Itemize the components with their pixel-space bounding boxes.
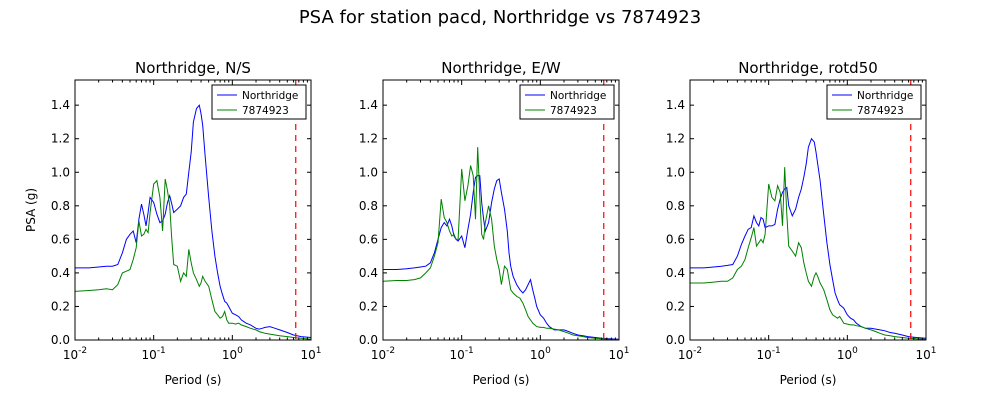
x-tick-label: 10-1 <box>142 346 166 362</box>
y-tick-label: 1.0 <box>359 165 378 179</box>
legend-entry: Northridge <box>550 90 606 102</box>
y-axis-label: PSA (g) <box>24 188 38 232</box>
series-line-event <box>690 167 926 340</box>
y-tick-label: 0.0 <box>51 333 70 347</box>
series-line-northridge <box>75 104 311 338</box>
y-tick-label: 1.2 <box>359 132 378 146</box>
y-tick-label: 0.2 <box>51 299 70 313</box>
legend: Northridge 7874923 <box>519 84 615 120</box>
chart-title: Northridge, N/S <box>135 59 251 77</box>
y-tick-label: 0.8 <box>359 199 378 213</box>
x-tick-label: 10-2 <box>63 346 87 362</box>
x-axis-label: Period (s) <box>165 373 222 387</box>
x-tick-label: 10-2 <box>371 346 395 362</box>
y-tick-label: 0.2 <box>359 299 378 313</box>
legend-box <box>826 84 922 120</box>
y-tick-label: 0.6 <box>51 232 70 246</box>
legend: Northridge 7874923 <box>211 84 307 120</box>
plot-area <box>75 80 311 340</box>
series-line-event <box>75 178 311 340</box>
y-tick-label: 0.4 <box>51 266 70 280</box>
series-line-northridge <box>690 137 926 339</box>
x-tick-label: 101 <box>300 346 321 362</box>
x-tick-label: 10-1 <box>757 346 781 362</box>
y-tick-label: 0.8 <box>51 199 70 213</box>
legend-entry: Northridge <box>242 90 298 102</box>
legend-box <box>519 84 615 120</box>
y-tick-label: 1.0 <box>51 165 70 179</box>
chart-title: Northridge, E/W <box>441 59 561 77</box>
plot-frame <box>689 79 927 341</box>
x-tick-label: 10-2 <box>678 346 702 362</box>
x-axis-label: Period (s) <box>780 373 837 387</box>
legend: Northridge 7874923 <box>826 84 922 120</box>
chart-panel-1: 0.0 0.2 0.4 0.6 0.8 1.0 1.2 1.4 10-2 10-1 100 101 No… <box>24 59 322 387</box>
legend-entry: Northridge <box>857 90 913 102</box>
plot-frame <box>382 79 620 341</box>
y-tick-label: 1.4 <box>666 98 685 112</box>
x-tick-label: 100 <box>530 346 551 362</box>
y-tick-label: 0.8 <box>666 199 685 213</box>
y-tick-label: 1.2 <box>51 132 70 146</box>
chart-panels: 0.0 0.2 0.4 0.6 0.8 1.0 1.2 1.4 10-2 10-1 100 101 No… <box>24 59 937 387</box>
y-tick-label: 0.6 <box>666 232 685 246</box>
plot-frame <box>74 79 312 341</box>
legend-entry: 7874923 <box>550 105 597 117</box>
legend-entry: 7874923 <box>857 105 904 117</box>
y-tick-label: 0.6 <box>359 232 378 246</box>
y-tick-label: 0.0 <box>359 333 378 347</box>
series-line-event <box>383 147 619 340</box>
x-tick-label: 101 <box>608 346 629 362</box>
y-tick-label: 1.4 <box>51 98 70 112</box>
y-tick-label: 0.0 <box>666 333 685 347</box>
chart-title: Northridge, rotd50 <box>738 59 878 77</box>
chart-panel-3: 0.0 0.2 0.4 0.6 0.8 1.0 1.2 1.4 10-2 10-1 100 101 No… <box>666 59 937 387</box>
plot-area <box>383 80 619 340</box>
chart-panel-2: 0.0 0.2 0.4 0.6 0.8 1.0 1.2 1.4 10-2 10-1 100 101 No… <box>359 59 630 387</box>
x-tick-label: 101 <box>915 346 936 362</box>
y-tick-label: 0.4 <box>359 266 378 280</box>
y-tick-label: 1.2 <box>666 132 685 146</box>
y-tick-label: 1.4 <box>359 98 378 112</box>
x-axis-label: Period (s) <box>473 373 530 387</box>
legend-entry: 7874923 <box>242 105 289 117</box>
figure-title: PSA for station pacd, Northridge vs 7874… <box>299 7 701 28</box>
y-tick-label: 0.2 <box>666 299 685 313</box>
series-line-northridge <box>383 175 619 340</box>
plot-area <box>690 80 926 340</box>
x-tick-label: 10-1 <box>450 346 474 362</box>
y-tick-label: 1.0 <box>666 165 685 179</box>
y-tick-label: 0.4 <box>666 266 685 280</box>
legend-box <box>211 84 307 120</box>
x-tick-label: 100 <box>222 346 243 362</box>
x-tick-label: 100 <box>837 346 858 362</box>
